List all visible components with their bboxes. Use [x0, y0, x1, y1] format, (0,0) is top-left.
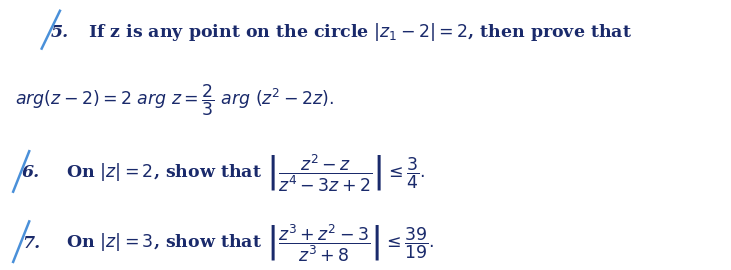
Text: On $|z| = 3$, show that $\left|\dfrac{z^3+z^2-3}{z^3+8}\right| \leq \dfrac{39}{1: On $|z| = 3$, show that $\left|\dfrac{z^… — [66, 222, 433, 264]
Text: 7.: 7. — [22, 235, 40, 251]
Text: 5.: 5. — [51, 24, 69, 41]
Text: On $|z| = 2$, show that $\left|\dfrac{z^2-z}{z^4-3z+2}\right| \leq \dfrac{3}{4}.: On $|z| = 2$, show that $\left|\dfrac{z^… — [66, 152, 425, 194]
Text: 6.: 6. — [22, 164, 40, 181]
Text: If z is any point on the circle $|z_1 - 2| = 2$, then prove that: If z is any point on the circle $|z_1 - … — [88, 21, 632, 43]
Text: $arg(z - 2) = 2\ arg\ z = \dfrac{2}{3}\ arg\ (z^2 - 2z).$: $arg(z - 2) = 2\ arg\ z = \dfrac{2}{3}\ … — [15, 82, 333, 118]
